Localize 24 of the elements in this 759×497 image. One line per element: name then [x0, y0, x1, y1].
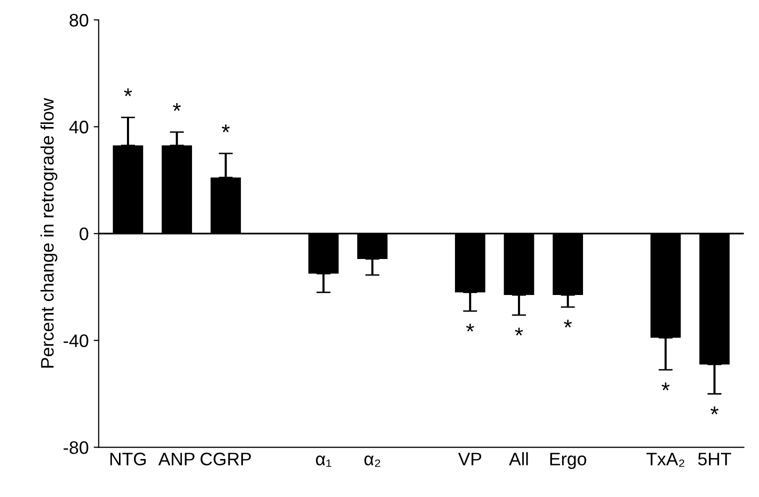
x-tick-label: TxA₂: [646, 452, 684, 467]
y-axis-title: Percent change in retrograde flow: [40, 98, 58, 368]
annotation: *: [124, 88, 132, 96]
annotation: *: [564, 320, 572, 328]
annotation: *: [222, 124, 230, 132]
y-tick-label: 40: [69, 120, 88, 134]
y-tick-label: -80: [64, 441, 88, 454]
annotation: *: [662, 382, 670, 390]
y-tick-label: 80: [70, 14, 88, 27]
x-tick-label: All: [509, 452, 528, 466]
x-tick-label: VP: [458, 452, 482, 466]
y-tick-label: 0: [80, 228, 88, 240]
x-tick-label: α₂: [364, 456, 380, 467]
x-tick-label: 5HT: [698, 452, 732, 466]
annotation: *: [466, 324, 474, 332]
annotation: *: [172, 103, 181, 111]
x-tick-label: Ergo: [550, 452, 586, 469]
x-tick-label: ANP: [158, 452, 194, 466]
x-tick-label: CGRP: [200, 452, 251, 466]
annotation: *: [710, 406, 718, 414]
y-tick-label: -40: [64, 334, 88, 348]
annotation: *: [515, 328, 523, 336]
x-tick-label: NTG: [110, 452, 146, 466]
x-tick-label: α₁: [316, 456, 332, 467]
